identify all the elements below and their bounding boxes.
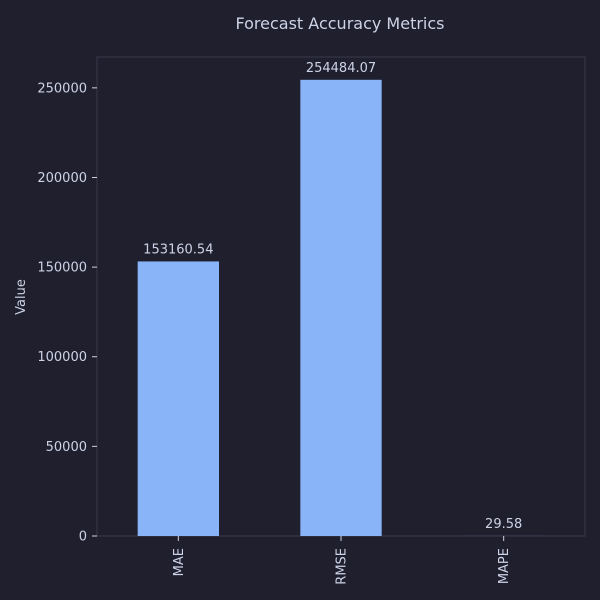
x-tick-label-rmse: RMSE (335, 548, 350, 585)
data-label-mape: 29.58 (485, 517, 522, 532)
y-tick-label: 200000 (37, 171, 87, 186)
data-label-rmse: 254484.07 (306, 61, 376, 76)
y-tick-label: 150000 (37, 261, 87, 276)
y-axis-ticks: 0 50000 100000 150000 200000 250000 (37, 81, 97, 545)
chart-title: Forecast Accuracy Metrics (236, 14, 445, 33)
x-axis-ticks: MAE RMSE MAPE (172, 536, 512, 585)
y-tick-label: 100000 (37, 350, 87, 365)
y-tick-label: 0 (79, 530, 87, 545)
data-label-mae: 153160.54 (143, 242, 213, 257)
x-tick-label-mape: MAPE (497, 548, 512, 584)
y-axis-label: Value (14, 279, 29, 315)
x-tick-label-mae: MAE (172, 548, 187, 576)
y-tick-label: 50000 (46, 440, 87, 455)
bar-mae (137, 261, 219, 536)
bars-group: 153160.54 254484.07 29.58 (137, 61, 545, 537)
bar-rmse (300, 79, 382, 537)
y-tick-label: 250000 (37, 81, 87, 96)
